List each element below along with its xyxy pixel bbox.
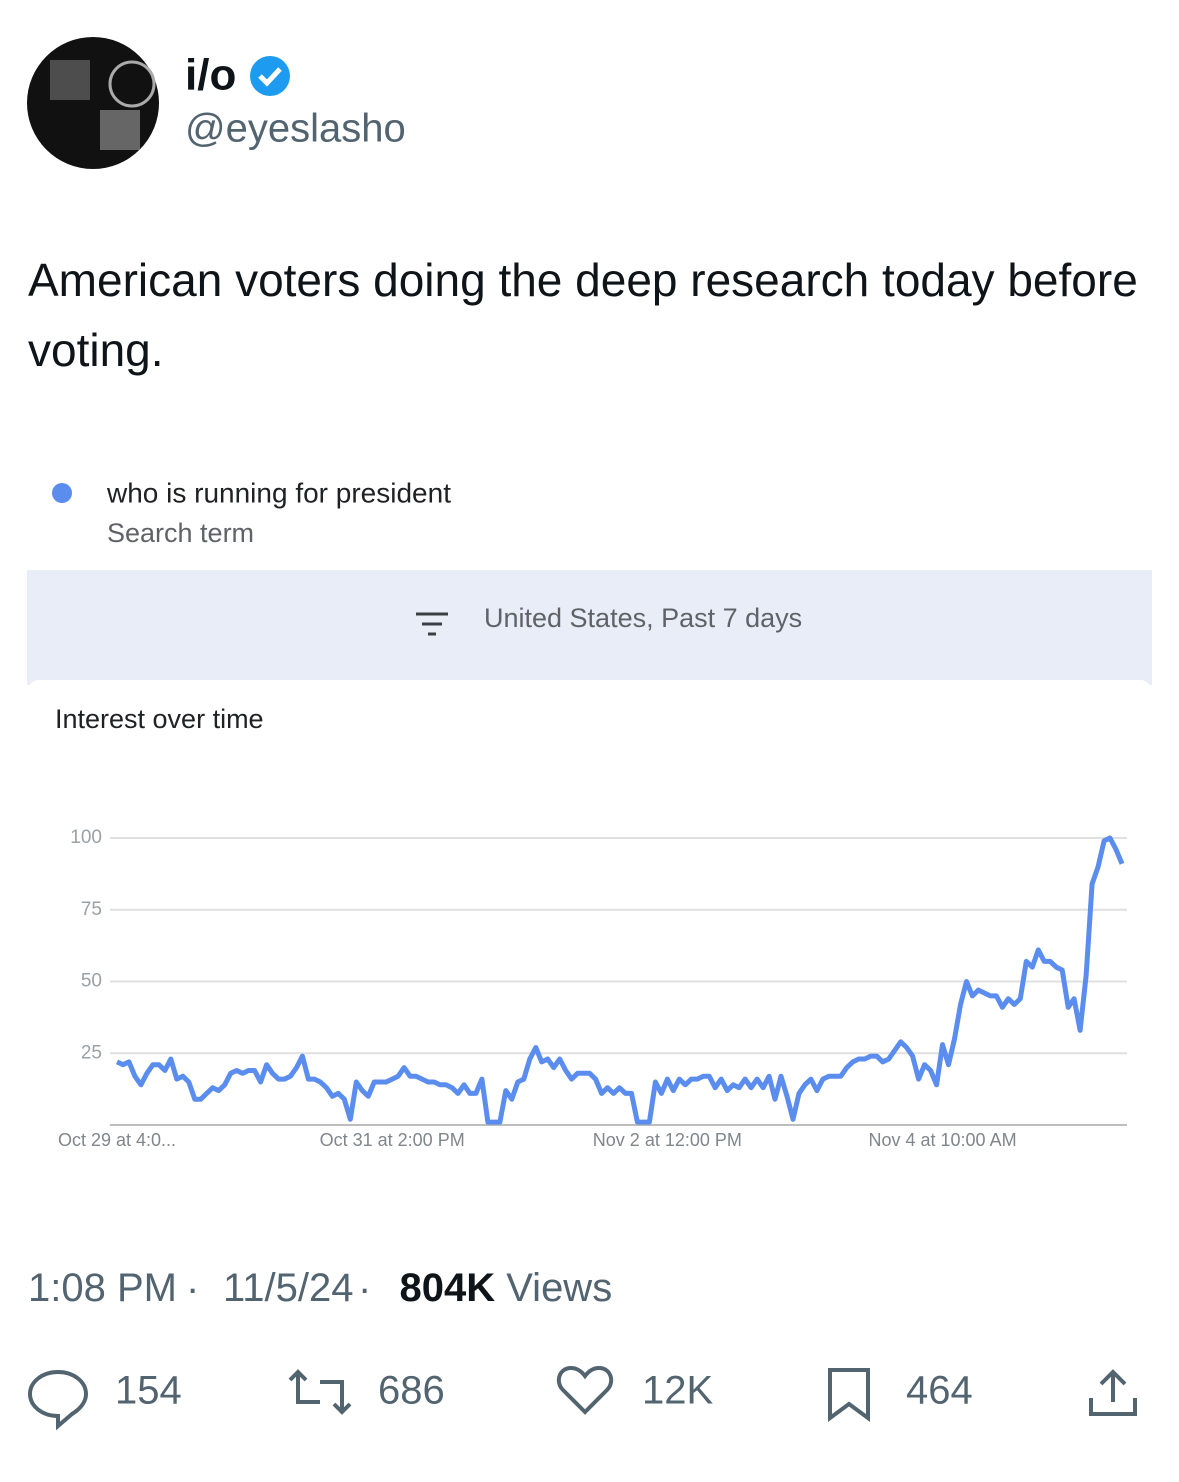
avatar-art [108, 60, 156, 108]
tweet-text: American voters doing the deep research … [28, 254, 1138, 376]
avatar-art [50, 60, 90, 100]
display-name[interactable]: i/o [185, 51, 236, 100]
view-count: 804K [399, 1266, 496, 1310]
repost-count: 686 [378, 1369, 445, 1413]
filter-icon[interactable] [416, 612, 448, 636]
avatar-art [100, 110, 140, 150]
x-tick-label: Nov 2 at 12:00 PM [593, 1130, 742, 1150]
bookmark-count: 464 [906, 1369, 973, 1413]
reply-count: 154 [115, 1369, 182, 1413]
repost-icon[interactable] [288, 1369, 352, 1415]
separator: · [358, 1267, 371, 1311]
filter-band [27, 570, 1152, 685]
y-tick-label: 50 [81, 971, 102, 992]
reply-icon[interactable] [27, 1369, 89, 1431]
handle[interactable]: @eyeslasho [185, 107, 406, 151]
separator: · [186, 1267, 199, 1311]
x-tick-label: Oct 31 at 2:00 PM [320, 1130, 465, 1150]
y-tick-label: 100 [70, 827, 102, 848]
y-tick-label: 75 [81, 899, 102, 920]
legend-sub: Search term [107, 518, 254, 548]
share-icon[interactable] [1089, 1369, 1137, 1416]
x-tick-label: Nov 4 at 10:00 AM [868, 1130, 1016, 1150]
filter-text[interactable]: United States, Past 7 days [484, 603, 802, 633]
x-tick-label: Oct 29 at 4:0... [58, 1130, 176, 1150]
legend-term: who is running for president [106, 477, 451, 508]
chart-card [27, 680, 1152, 1200]
bookmark-icon[interactable] [828, 1368, 870, 1422]
tweet-time[interactable]: 1:08 PM [28, 1266, 177, 1310]
like-count: 12K [642, 1369, 713, 1413]
like-icon[interactable] [556, 1365, 614, 1415]
legend-dot [52, 483, 72, 503]
tweet-date[interactable]: 11/5/24 [222, 1266, 354, 1310]
trend-line [115, 835, 1125, 1125]
tweet-meta: 1:08 PM 11/5/24 804K Views [28, 1266, 612, 1311]
views-label: Views [506, 1266, 613, 1310]
chart: 25 50 75 100 Oct 29 at 4:0... Oct 31 at 2:00 … [58, 827, 1127, 1150]
verified-badge [250, 56, 290, 96]
verified-check [258, 67, 282, 87]
y-tick-label: 25 [81, 1042, 102, 1063]
chart-title: Interest over time [55, 704, 264, 734]
